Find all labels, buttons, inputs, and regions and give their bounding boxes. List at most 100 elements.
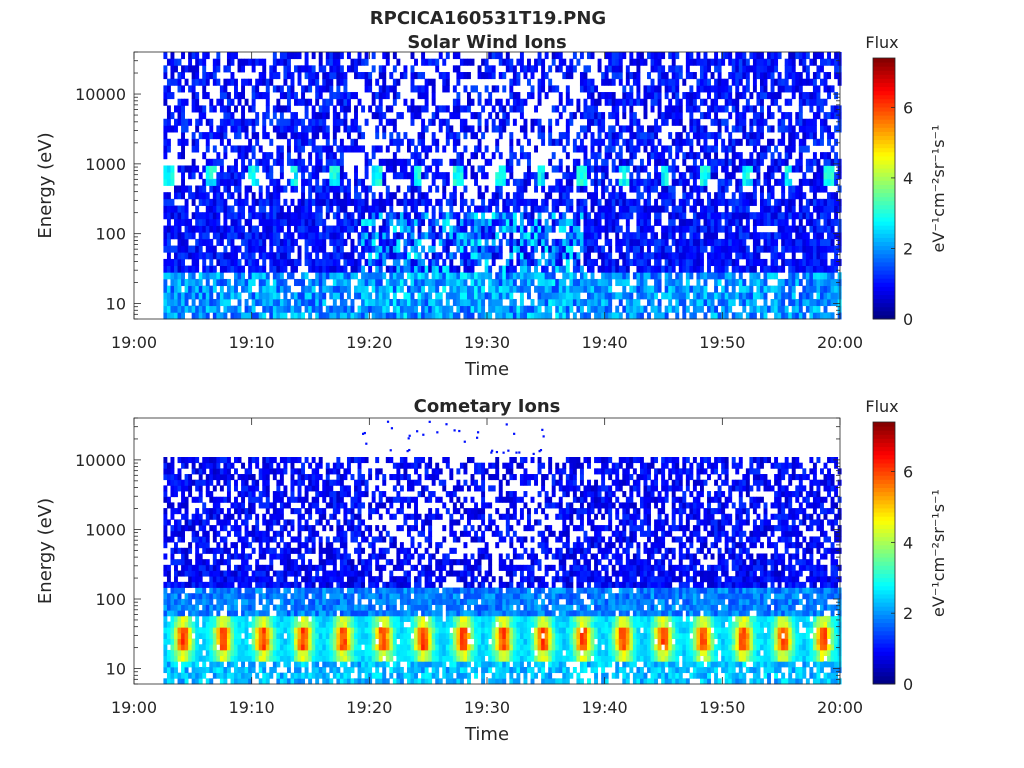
heatmap-cell [184,165,189,173]
heatmap-cell [752,212,757,220]
heatmap-cell [657,265,662,273]
heatmap-cell [170,205,175,213]
heatmap-cell [534,105,538,113]
heatmap-cell [216,132,221,140]
heatmap-cell [269,285,274,293]
heatmap-cell [435,285,440,293]
heatmap-cell [502,198,507,206]
heatmap-cell [216,98,221,106]
heatmap-cell [414,158,418,166]
heatmap-cell [339,98,344,106]
heatmap-cell [498,245,503,253]
heatmap-cell [191,85,196,93]
heatmap-cell [350,258,355,267]
heatmap-cell [562,185,567,193]
heatmap-cell [484,145,489,153]
heatmap-cell [265,272,270,280]
heatmap-cell [223,78,228,86]
heatmap-cell [329,178,334,186]
heatmap-cell [269,78,274,86]
heatmap-cell [692,172,697,180]
heatmap-cell [530,252,535,260]
heatmap-cell [558,178,563,186]
heatmap-cell [184,225,189,233]
heatmap-cell [562,305,567,313]
heatmap-cell [456,52,461,60]
heatmap-cell [728,58,733,66]
heatmap-cell [322,218,327,226]
heatmap-cell [654,145,659,153]
heatmap-cell [332,165,337,173]
heatmap-cell [184,305,189,313]
heatmap-cell [389,312,394,320]
heatmap-cell [756,272,761,280]
heatmap-cell [749,292,754,300]
heatmap-cell [325,265,330,273]
heatmap-cell [226,92,231,100]
heatmap-cell [361,218,366,226]
heatmap-cell [414,252,418,260]
heatmap-cell [286,118,291,126]
heatmap-cell [636,245,641,253]
heatmap-cell [594,298,599,307]
heatmap-cell [202,152,207,160]
heatmap-cell [505,292,510,300]
heatmap-cell [325,78,330,86]
heatmap-cell [569,65,574,73]
heatmap-cell [470,225,475,233]
heatmap-cell [509,132,514,140]
heatmap-cell [477,65,482,73]
heatmap-cell [332,225,337,233]
heatmap-cell [590,232,595,240]
heatmap-cell [361,265,366,273]
heatmap-cell [244,312,249,320]
heatmap-cell [452,192,457,200]
heatmap-cell [406,298,411,307]
heatmap-cell [809,118,814,126]
heatmap-cell [752,218,757,226]
heatmap-cell [675,65,680,73]
heatmap-cell [392,265,397,273]
heatmap-cell [389,278,394,287]
heatmap-cell [470,112,475,120]
heatmap-cell [329,185,334,193]
heatmap-cell [629,312,634,320]
heatmap-cell [251,258,256,267]
heatmap-cell [689,118,694,126]
heatmap-cell [262,312,267,320]
heatmap-cell [608,292,613,300]
heatmap-cell [774,252,779,260]
heatmap-cell [237,292,242,300]
heatmap-cell [177,78,182,86]
heatmap-cell [304,125,309,133]
heatmap-cell [795,225,800,233]
heatmap-cell [544,272,549,280]
heatmap-cell [636,278,641,287]
heatmap-cell [424,145,429,153]
heatmap-cell [276,58,281,66]
heatmap-cell [587,292,591,300]
heatmap-cell [354,272,358,280]
heatmap-cell [798,258,803,267]
heatmap-cell [424,205,429,213]
heatmap-cell [364,78,369,86]
heatmap-cell [594,105,599,113]
heatmap-cell [364,205,369,213]
heatmap-cell [788,65,793,73]
heatmap-cell [752,165,757,173]
heatmap-cell [795,258,800,267]
heatmap-cell [276,225,281,233]
heatmap-cell [572,225,577,233]
heatmap-cell [212,72,217,80]
heatmap-cell [219,118,224,126]
heatmap-cell [431,118,436,126]
heatmap-cell [449,198,454,206]
heatmap-cell [488,312,493,320]
heatmap-cell [237,232,242,240]
heatmap-cell [664,252,669,260]
heatmap-cell [297,138,302,146]
heatmap-cell [463,258,468,267]
heatmap-cell [368,105,373,113]
heatmap-cell [565,178,570,186]
heatmap-cell [174,285,178,293]
